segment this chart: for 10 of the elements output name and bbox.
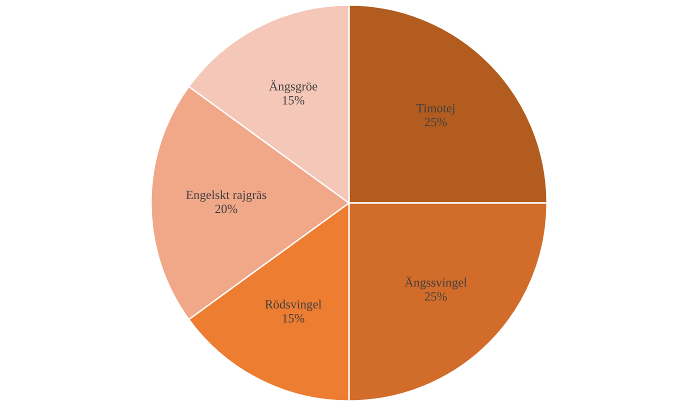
slice-label: Ängssvingel [404, 276, 467, 290]
data-label: 15% [282, 96, 304, 105]
slice-label: Engelskt rajgräs [186, 190, 266, 202]
data-label: 15% [282, 314, 304, 323]
data-label: 25% [424, 292, 447, 301]
data-label: 25% [424, 118, 447, 126]
data-label: 20% [215, 204, 238, 214]
slice-label: Rödsvingel [265, 300, 322, 312]
slice-label: Ängsgröe [269, 80, 318, 94]
slice-label: Timotej [416, 104, 454, 115]
